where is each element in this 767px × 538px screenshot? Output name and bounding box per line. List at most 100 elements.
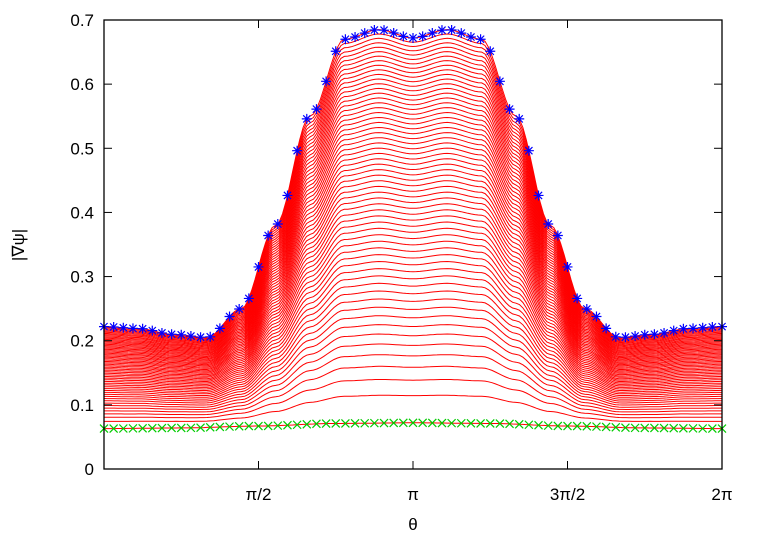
final-profile-marker xyxy=(127,323,138,334)
final-profile-marker xyxy=(659,327,670,338)
initial-profile-marker xyxy=(186,423,196,433)
final-profile-marker xyxy=(350,32,361,43)
initial-profile-marker xyxy=(534,420,543,430)
final-profile-marker xyxy=(311,104,322,115)
final-profile-marker xyxy=(456,28,467,39)
initial-profile-marker xyxy=(688,423,698,433)
initial-profile-marker xyxy=(340,419,350,428)
family-curve xyxy=(104,111,722,358)
family-curve xyxy=(104,343,722,410)
final-profile-marker xyxy=(408,32,418,43)
family-curve xyxy=(104,126,722,361)
final-profile-marker xyxy=(523,145,534,156)
family-curve xyxy=(104,254,722,390)
line-family xyxy=(103,29,723,430)
initial-profile-marker xyxy=(215,422,225,432)
family-curve xyxy=(104,298,722,400)
final-profile-marker xyxy=(301,113,312,124)
final-profile-marker xyxy=(707,321,718,332)
initial-profile-marker xyxy=(466,418,476,428)
family-curve xyxy=(104,354,722,413)
final-profile-marker xyxy=(465,32,476,43)
final-profile-marker xyxy=(572,293,583,304)
family-curve xyxy=(103,69,723,348)
final-profile-marker xyxy=(224,311,235,322)
family-curve xyxy=(104,234,722,385)
x-tick-label: π/2 xyxy=(246,485,272,504)
initial-profile-marker xyxy=(128,423,138,433)
final-profile-marker xyxy=(562,261,573,272)
final-profile-marker xyxy=(398,31,409,42)
family-curve xyxy=(103,306,723,402)
family-curve xyxy=(104,102,722,355)
initial-profile-marker xyxy=(225,422,234,432)
family-curve xyxy=(103,107,723,356)
family-curve xyxy=(104,315,722,404)
final-profile-marker xyxy=(581,303,592,314)
y-tick-label: 0.1 xyxy=(70,396,94,415)
initial-profile-marker xyxy=(707,424,717,433)
initial-profile-marker xyxy=(389,418,399,428)
final-profile-marker xyxy=(321,76,332,87)
y-tick-label: 0.2 xyxy=(70,332,94,351)
final-profile-marker xyxy=(427,28,438,39)
family-curve xyxy=(103,64,723,347)
initial-profile-marker xyxy=(312,419,321,429)
initial-profile-marker xyxy=(592,422,601,432)
final-profile-marker xyxy=(166,329,177,340)
initial-profile-marker xyxy=(138,423,148,433)
initial-profile-marker xyxy=(640,423,650,433)
final-profile-marker xyxy=(108,321,119,332)
initial-profile-marker xyxy=(437,418,447,428)
family-curve xyxy=(104,215,722,381)
final-profile-marker xyxy=(446,25,457,36)
final-profile-marker xyxy=(601,323,612,334)
ticks xyxy=(104,19,723,470)
final-profile-marker xyxy=(678,323,689,334)
initial-profile-marker xyxy=(601,422,611,432)
initial-profile-marker xyxy=(476,419,486,428)
final-profile-marker xyxy=(475,34,486,45)
final-profile-marker xyxy=(176,329,187,340)
family-curve xyxy=(104,92,722,353)
x-tick-label: π xyxy=(407,485,419,504)
family-curve xyxy=(104,268,722,393)
y-tick-label: 0 xyxy=(85,460,94,479)
initial-profile-marker xyxy=(398,418,408,428)
final-profile-marker xyxy=(485,46,496,57)
final-profile-marker xyxy=(649,329,660,340)
initial-profile-marker xyxy=(321,419,331,428)
final-profile-marker xyxy=(514,113,525,124)
initial-profile-marker xyxy=(611,422,621,432)
x-axis-title: θ xyxy=(408,515,417,534)
final-profile-marker xyxy=(369,25,380,36)
initial-profile-marker xyxy=(543,421,553,431)
initial-profile-marker xyxy=(147,423,157,433)
initial-profile-marker xyxy=(350,418,360,428)
family-curve xyxy=(104,227,722,384)
initial-profile-marker xyxy=(582,421,592,431)
final-profile-marker xyxy=(552,230,563,241)
family-curve xyxy=(103,51,723,343)
initial-profile-marker xyxy=(659,423,669,433)
final-profile-marker xyxy=(610,331,621,342)
family-curve xyxy=(104,324,722,406)
final-profile-marker xyxy=(504,104,515,115)
initial-profile-marker xyxy=(167,423,177,433)
y-tick-label: 0.3 xyxy=(70,268,94,287)
initial-profile-marker xyxy=(485,419,495,428)
family-curve xyxy=(103,87,723,352)
family-curve xyxy=(104,142,722,364)
final-profile-marker xyxy=(205,331,216,342)
marker-series xyxy=(99,25,727,434)
initial-profile-marker xyxy=(427,418,437,428)
final-profile-marker xyxy=(630,331,641,342)
family-curve xyxy=(103,197,723,377)
initial-profile-marker xyxy=(408,418,418,428)
initial-profile-marker xyxy=(302,419,312,429)
final-profile-marker xyxy=(379,25,390,36)
initial-profile-marker xyxy=(447,418,457,428)
initial-profile-marker xyxy=(196,423,205,433)
initial-profile-marker xyxy=(524,420,534,430)
